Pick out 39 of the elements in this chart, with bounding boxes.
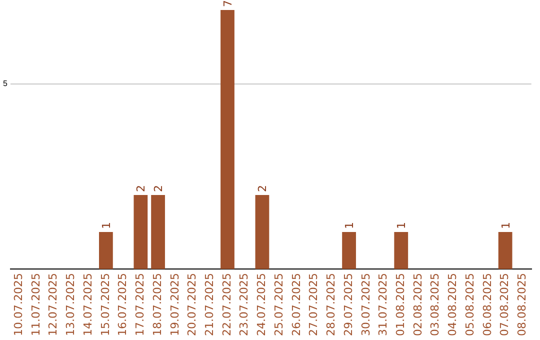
x-tick-label: 31.07.2025: [376, 273, 390, 336]
x-tick-label: 14.07.2025: [81, 273, 94, 336]
data-label: 2: [134, 185, 148, 192]
x-tick-label: 06.08.2025: [480, 273, 494, 336]
x-tick-label: 29.07.2025: [342, 273, 355, 336]
x-tick-label: 28.07.2025: [324, 273, 338, 336]
x-tick-label: 01.08.2025: [394, 273, 407, 336]
x-tick-label: 20.07.2025: [186, 273, 199, 336]
data-label: 1: [499, 222, 512, 230]
x-tick-label: 27.07.2025: [307, 273, 320, 336]
x-tick-label: 02.08.2025: [411, 273, 424, 336]
x-tick-label: 13.07.2025: [64, 273, 78, 336]
data-label: 1: [343, 222, 356, 230]
x-tick-label: 08.08.2025: [516, 273, 529, 336]
x-tick-label: 10.07.2025: [12, 273, 25, 336]
data-label: 1: [395, 222, 408, 230]
data-label: 1: [100, 222, 113, 230]
x-tick-label: 26.07.2025: [290, 273, 303, 336]
x-tick-label: 11.07.2025: [29, 273, 42, 336]
x-tick-label: 30.07.2025: [359, 273, 372, 336]
x-tick-label: 16.07.2025: [116, 273, 130, 336]
data-label: 2: [256, 185, 270, 192]
x-tick-label: 23.07.2025: [238, 273, 251, 336]
x-tick-label: 25.07.2025: [272, 273, 286, 336]
x-tick-label: 17.07.2025: [134, 273, 147, 336]
x-tick-label: 04.08.2025: [446, 273, 460, 336]
x-tick-label: 18.07.2025: [150, 273, 164, 336]
y-tick-label: 5: [2, 79, 8, 88]
x-tick-label: 24.07.2025: [255, 273, 268, 336]
x-tick-label: 05.08.2025: [463, 273, 476, 336]
x-tick-label: 03.08.2025: [428, 273, 442, 336]
data-label: 2: [152, 185, 166, 192]
x-tick-label: 12.07.2025: [46, 273, 60, 336]
x-tick-label: 21.07.2025: [202, 273, 216, 336]
x-tick-label: 15.07.2025: [98, 273, 112, 336]
x-tick-label: 07.08.2025: [498, 273, 512, 336]
x-tick-label: 22.07.2025: [220, 273, 234, 336]
data-label: 7: [221, 0, 234, 7]
x-tick-label: 19.07.2025: [168, 273, 182, 336]
